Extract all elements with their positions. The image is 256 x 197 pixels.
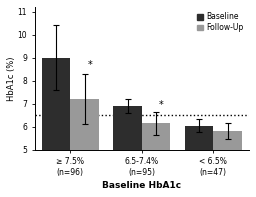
Bar — [113, 106, 142, 197]
Bar — [142, 123, 170, 197]
Bar — [70, 99, 99, 197]
X-axis label: Baseline HbA1c: Baseline HbA1c — [102, 181, 182, 190]
Text: *: * — [159, 99, 164, 110]
Bar — [42, 58, 70, 197]
Y-axis label: HbA1c (%): HbA1c (%) — [7, 56, 16, 101]
Legend: Baseline, Follow-Up: Baseline, Follow-Up — [195, 11, 245, 34]
Text: *: * — [88, 60, 92, 70]
Bar — [185, 126, 213, 197]
Bar — [213, 131, 242, 197]
